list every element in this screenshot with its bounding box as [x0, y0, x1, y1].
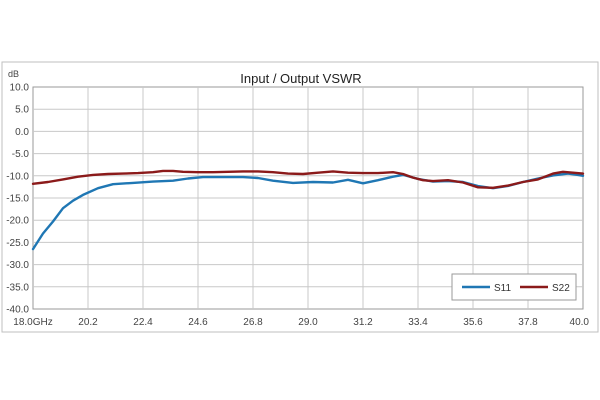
x-axis-ticks: 18.0GHz 20.2 22.4 24.6 26.8 29.0 31.2 33.4 35.6 3… — [13, 317, 589, 328]
y-tick-label: 10.0 — [10, 83, 30, 94]
chart-title: Input / Output VSWR — [240, 71, 361, 86]
x-tick-label: 18.0GHz — [13, 317, 52, 328]
y-axis-unit-label: dB — [8, 69, 19, 79]
x-tick-label: 24.6 — [188, 317, 208, 328]
y-tick-label: -15.0 — [6, 194, 29, 205]
y-tick-label: -40.0 — [6, 305, 29, 316]
y-tick-label: 0.0 — [15, 127, 29, 138]
series-line-s22 — [31, 169, 585, 190]
y-tick-label: -10.0 — [6, 171, 29, 182]
x-tick-label: 35.6 — [463, 317, 483, 328]
x-tick-label: 33.4 — [408, 317, 428, 328]
series-lines — [31, 169, 585, 251]
x-tick-label: 37.8 — [518, 317, 538, 328]
x-tick-label: 29.0 — [298, 317, 318, 328]
x-tick-label: 26.8 — [243, 317, 263, 328]
x-tick-label: 20.2 — [78, 317, 98, 328]
legend-label-s22: S22 — [552, 283, 570, 294]
y-tick-label: -30.0 — [6, 260, 29, 271]
y-tick-label: -20.0 — [6, 216, 29, 227]
y-tick-label: 5.0 — [15, 105, 29, 116]
x-tick-label: 31.2 — [353, 317, 373, 328]
x-tick-label: 22.4 — [133, 317, 153, 328]
legend: S11 S22 — [451, 273, 577, 301]
x-tick-label: 40.0 — [570, 317, 590, 328]
y-axis-ticks: 10.0 5.0 0.0 -5.0 -10.0 -15.0 -20.0 -25.0 -30.0 -… — [6, 83, 29, 316]
y-tick-label: -35.0 — [6, 282, 29, 293]
y-tick-label: -5.0 — [12, 149, 30, 160]
legend-label-s11: S11 — [494, 283, 511, 294]
y-tick-label: -25.0 — [6, 238, 29, 249]
